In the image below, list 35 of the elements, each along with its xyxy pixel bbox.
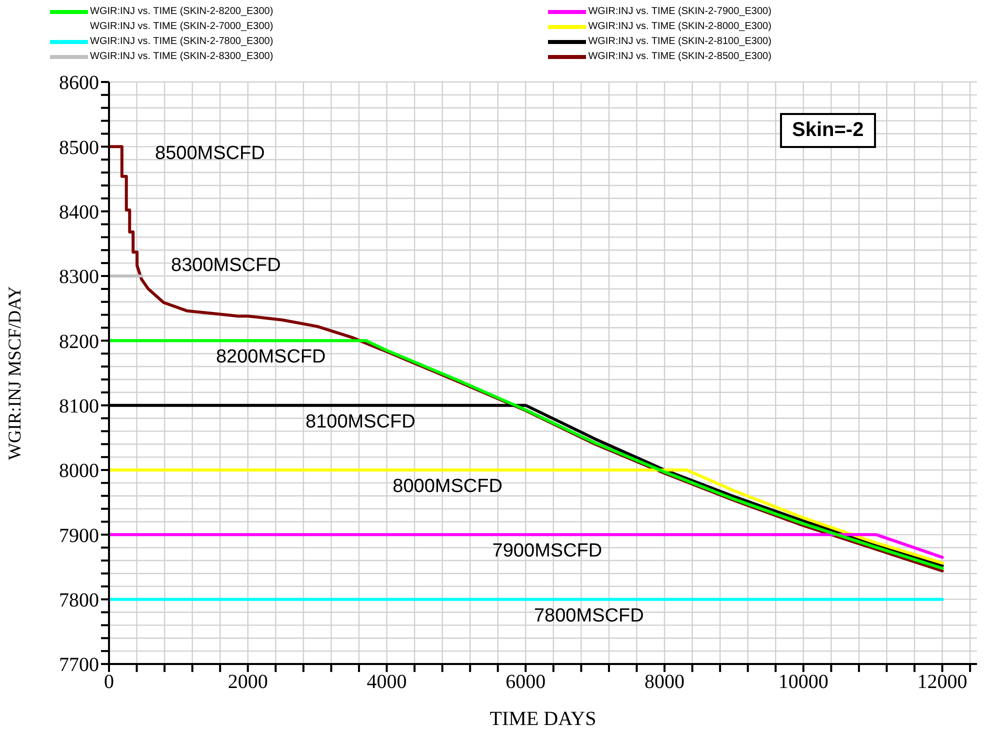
y-tick-label: 8600 bbox=[59, 72, 99, 94]
x-tick-label: 10000 bbox=[778, 671, 828, 694]
annotation: 8200MSCFD bbox=[216, 346, 326, 368]
legend-label: WGIR:INJ vs. TIME (SKIN-2-7900_E300) bbox=[588, 6, 772, 17]
legend-label: WGIR:INJ vs. TIME (SKIN-2-8300_E300) bbox=[90, 51, 274, 62]
annotation: 7800MSCFD bbox=[534, 605, 644, 626]
y-tick-label: 8300 bbox=[59, 266, 99, 288]
x-tick-label: 4000 bbox=[366, 671, 407, 694]
y-tick-label: 7800 bbox=[59, 589, 99, 612]
y-tick-label: 8200 bbox=[59, 330, 99, 353]
x-tick-label: 2000 bbox=[228, 671, 268, 694]
x-tick-label: 6000 bbox=[506, 671, 546, 694]
y-tick-label: 7900 bbox=[59, 524, 99, 547]
y-tick-label: 8400 bbox=[59, 201, 99, 224]
y-tick-label: 8100 bbox=[59, 395, 99, 418]
y-tick-label: 7700 bbox=[59, 654, 99, 676]
x-tick-label: 8000 bbox=[644, 671, 685, 694]
annotation: 8300MSCFD bbox=[171, 255, 281, 277]
legend-label: WGIR:INJ vs. TIME (SKIN-2-8000_E300) bbox=[588, 21, 772, 32]
y-tick-label: 8500 bbox=[59, 136, 99, 159]
x-tick-label: 0 bbox=[104, 671, 114, 694]
annotation: 8500MSCFD bbox=[155, 143, 265, 165]
y-axis-title: WGIR:INJ MSCF/DAY bbox=[4, 286, 24, 460]
text: WGIR:INJ vs. TIME (SKIN-2-7000_E300) bbox=[90, 21, 274, 32]
annotation: 8000MSCFD bbox=[392, 476, 502, 497]
annotation: 8100MSCFD bbox=[306, 411, 416, 432]
legend-label: WGIR:INJ vs. TIME (SKIN-2-8200_E300) bbox=[90, 6, 274, 17]
legend-label: WGIR:INJ vs. TIME (SKIN-2-7800_E300) bbox=[90, 36, 274, 47]
annotation: 7900MSCFD bbox=[492, 540, 602, 562]
y-tick-label: 8000 bbox=[59, 460, 99, 482]
x-tick-label: 12000 bbox=[917, 671, 968, 694]
legend-label: WGIR:INJ vs. TIME (SKIN-2-8100_E300) bbox=[588, 36, 772, 47]
annotation: Skin=-2 bbox=[780, 113, 876, 148]
x-axis-title: TIME DAYS bbox=[490, 708, 596, 730]
legend-label: WGIR:INJ vs. TIME (SKIN-2-8500_E300) bbox=[588, 51, 772, 62]
